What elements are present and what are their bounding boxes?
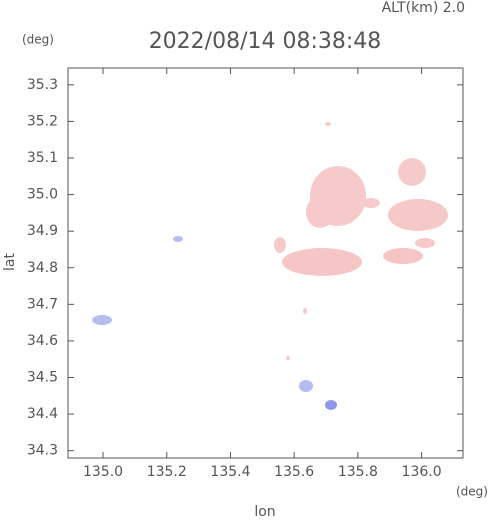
y-axis-label: lat xyxy=(2,253,18,271)
x-tick-label: 135.8 xyxy=(338,464,378,480)
echo xyxy=(303,308,307,314)
y-tick-label: 35.2 xyxy=(27,113,58,129)
echo xyxy=(398,158,426,186)
y-tick-label: 34.3 xyxy=(27,443,58,459)
echo xyxy=(325,400,337,410)
chart-title: 2022/08/14 08:38:48 xyxy=(149,29,382,54)
echo xyxy=(92,315,112,325)
echo xyxy=(362,198,380,208)
echo xyxy=(282,248,362,276)
x-tick-label: 135.0 xyxy=(83,464,123,480)
y-tick-label: 34.8 xyxy=(27,260,58,276)
radar-echoes xyxy=(92,122,448,410)
x-unit: (deg) xyxy=(456,485,488,499)
echo xyxy=(299,380,313,392)
echo xyxy=(415,238,435,248)
y-tick-label: 34.7 xyxy=(27,296,58,312)
altitude-label: ALT(km) 2.0 xyxy=(382,0,465,16)
echo xyxy=(388,199,448,231)
x-tick-label: 135.2 xyxy=(147,464,187,480)
x-axis-label: lon xyxy=(254,504,275,520)
echo xyxy=(383,248,423,264)
echo xyxy=(274,237,286,253)
echo xyxy=(173,236,183,242)
x-tick-label: 135.6 xyxy=(274,464,314,480)
echo xyxy=(325,122,331,126)
y-tick-label: 35.0 xyxy=(27,187,58,203)
y-tick-label: 34.9 xyxy=(27,223,58,239)
echo xyxy=(306,196,334,228)
y-tick-label: 34.6 xyxy=(27,333,58,349)
echo xyxy=(286,356,290,360)
y-tick-label: 34.4 xyxy=(27,406,58,422)
x-tick-label: 136.0 xyxy=(402,464,442,480)
plot-frame xyxy=(67,67,464,459)
x-tick-label: 135.4 xyxy=(210,464,250,480)
y-unit: (deg) xyxy=(22,33,54,47)
y-tick-label: 35.1 xyxy=(27,150,58,166)
y-tick-label: 35.3 xyxy=(27,77,58,93)
y-tick-label: 34.5 xyxy=(27,370,58,386)
